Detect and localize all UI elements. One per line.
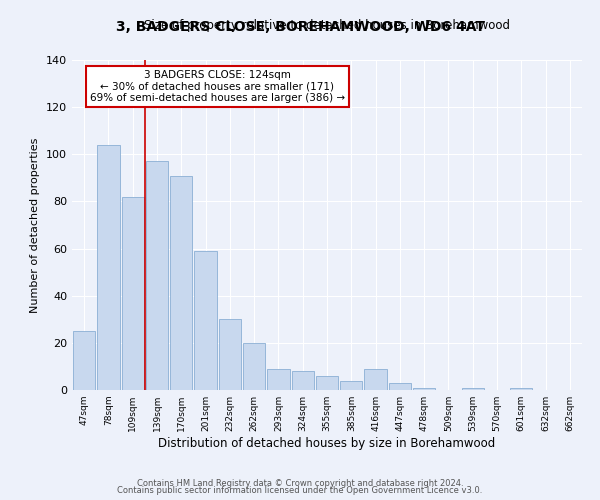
Bar [122, 196, 144, 390]
Bar [364, 369, 387, 390]
X-axis label: Distribution of detached houses by size in Borehamwood: Distribution of detached houses by size … [158, 437, 496, 450]
Bar [73, 331, 95, 390]
Text: 3 BADGERS CLOSE: 124sqm
← 30% of detached houses are smaller (171)
69% of semi-d: 3 BADGERS CLOSE: 124sqm ← 30% of detache… [90, 70, 345, 103]
Bar [316, 376, 338, 390]
Title: Size of property relative to detached houses in Borehamwood: Size of property relative to detached ho… [144, 20, 510, 32]
Bar [170, 176, 193, 390]
Text: 3, BADGERS CLOSE, BOREHAMWOOD, WD6 4AT: 3, BADGERS CLOSE, BOREHAMWOOD, WD6 4AT [115, 20, 485, 34]
Text: Contains public sector information licensed under the Open Government Licence v3: Contains public sector information licen… [118, 486, 482, 495]
Bar [146, 162, 168, 390]
Bar [97, 145, 119, 390]
Bar [292, 371, 314, 390]
Bar [218, 320, 241, 390]
Bar [243, 343, 265, 390]
Bar [413, 388, 436, 390]
Bar [267, 369, 290, 390]
Bar [389, 383, 411, 390]
Text: Contains HM Land Registry data © Crown copyright and database right 2024.: Contains HM Land Registry data © Crown c… [137, 478, 463, 488]
Bar [510, 388, 532, 390]
Bar [461, 388, 484, 390]
Bar [340, 380, 362, 390]
Y-axis label: Number of detached properties: Number of detached properties [31, 138, 40, 312]
Bar [194, 251, 217, 390]
